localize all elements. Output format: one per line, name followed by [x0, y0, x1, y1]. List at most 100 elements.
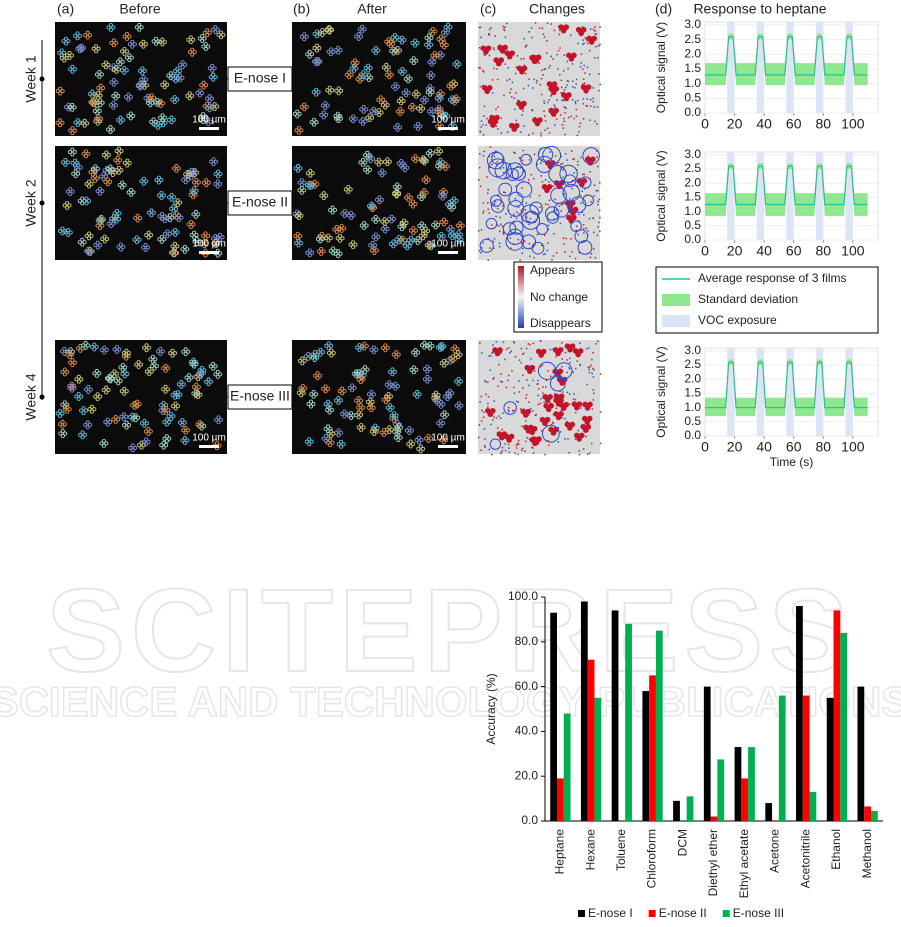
crystal	[73, 120, 78, 125]
crystal	[80, 237, 85, 242]
speck	[513, 392, 516, 394]
crystal	[383, 229, 388, 234]
crystal	[175, 97, 180, 102]
crystal	[141, 245, 146, 250]
crystal	[434, 390, 439, 395]
speck	[478, 250, 481, 252]
crystal	[312, 46, 317, 51]
speck	[489, 369, 492, 371]
speck	[561, 365, 563, 368]
crystal	[349, 210, 354, 216]
crystal	[74, 394, 79, 399]
crystal	[448, 356, 453, 361]
legend-label: E-nose II	[659, 906, 707, 920]
crystal	[407, 105, 412, 110]
crystal	[173, 406, 178, 411]
crystal	[323, 402, 328, 407]
crystal	[183, 347, 188, 352]
speck	[503, 29, 506, 32]
crystal	[402, 37, 407, 43]
speck	[599, 83, 601, 86]
x-tick-label: 0	[701, 243, 709, 259]
blob	[544, 187, 550, 194]
bar	[550, 612, 557, 821]
crystal	[438, 418, 443, 423]
crystal	[203, 231, 208, 236]
crystal	[428, 436, 433, 441]
crystal	[389, 427, 394, 432]
crystal	[79, 377, 84, 382]
crystal	[157, 237, 162, 242]
speck	[550, 23, 553, 25]
crystal	[116, 117, 121, 123]
ring	[570, 220, 582, 232]
speck	[567, 116, 570, 119]
crystal	[309, 392, 314, 397]
crystal	[117, 182, 122, 188]
crystal	[212, 66, 217, 71]
crystal	[328, 443, 333, 448]
crystal	[380, 103, 385, 108]
crystal	[124, 95, 129, 100]
crystal	[422, 192, 427, 198]
crystal	[353, 242, 358, 247]
crystal	[60, 89, 65, 94]
crystal	[149, 208, 154, 213]
bar	[826, 697, 834, 821]
crystal	[339, 444, 344, 449]
crystal	[435, 345, 440, 350]
speck	[579, 66, 582, 68]
crystal	[207, 94, 212, 99]
speck	[480, 352, 483, 354]
crystal	[377, 112, 382, 118]
crystal	[67, 354, 72, 360]
crystal	[373, 237, 378, 242]
speck	[583, 64, 585, 67]
crystal	[63, 162, 68, 167]
crystal	[389, 413, 394, 418]
crystal	[367, 118, 372, 123]
speck	[539, 83, 541, 86]
speck	[528, 401, 530, 403]
crystal	[393, 386, 398, 391]
blob	[584, 405, 591, 411]
crystal	[450, 227, 455, 232]
crystal	[188, 192, 193, 197]
crystal	[379, 197, 384, 202]
crystal	[78, 120, 83, 125]
crystal	[159, 403, 164, 408]
crystal	[329, 343, 334, 348]
y-tick-label: 40.0	[515, 724, 539, 738]
ring	[536, 223, 549, 235]
blob	[526, 368, 533, 374]
crystal	[112, 347, 117, 352]
speck	[537, 403, 540, 406]
speck	[496, 78, 499, 81]
crystal	[151, 39, 156, 44]
speck	[560, 204, 562, 206]
speck	[573, 172, 575, 174]
crystal	[295, 109, 300, 114]
speck	[551, 259, 553, 261]
blob	[563, 95, 570, 102]
speck	[549, 151, 551, 153]
crystal	[422, 95, 427, 100]
bar	[580, 601, 588, 821]
crystal	[60, 433, 65, 439]
crystal	[144, 442, 149, 447]
crystal	[398, 435, 403, 440]
crystal	[311, 394, 316, 399]
crystal	[431, 392, 436, 398]
crystal	[419, 226, 424, 231]
crystal	[197, 88, 202, 93]
speck	[533, 177, 535, 180]
speck	[479, 252, 482, 254]
speck	[479, 67, 481, 69]
crystal	[459, 403, 464, 408]
crystal	[116, 165, 121, 170]
crystal	[339, 228, 344, 233]
crystal	[155, 97, 160, 102]
crystal	[100, 223, 105, 228]
crystal	[450, 354, 455, 359]
crystal	[192, 186, 197, 191]
